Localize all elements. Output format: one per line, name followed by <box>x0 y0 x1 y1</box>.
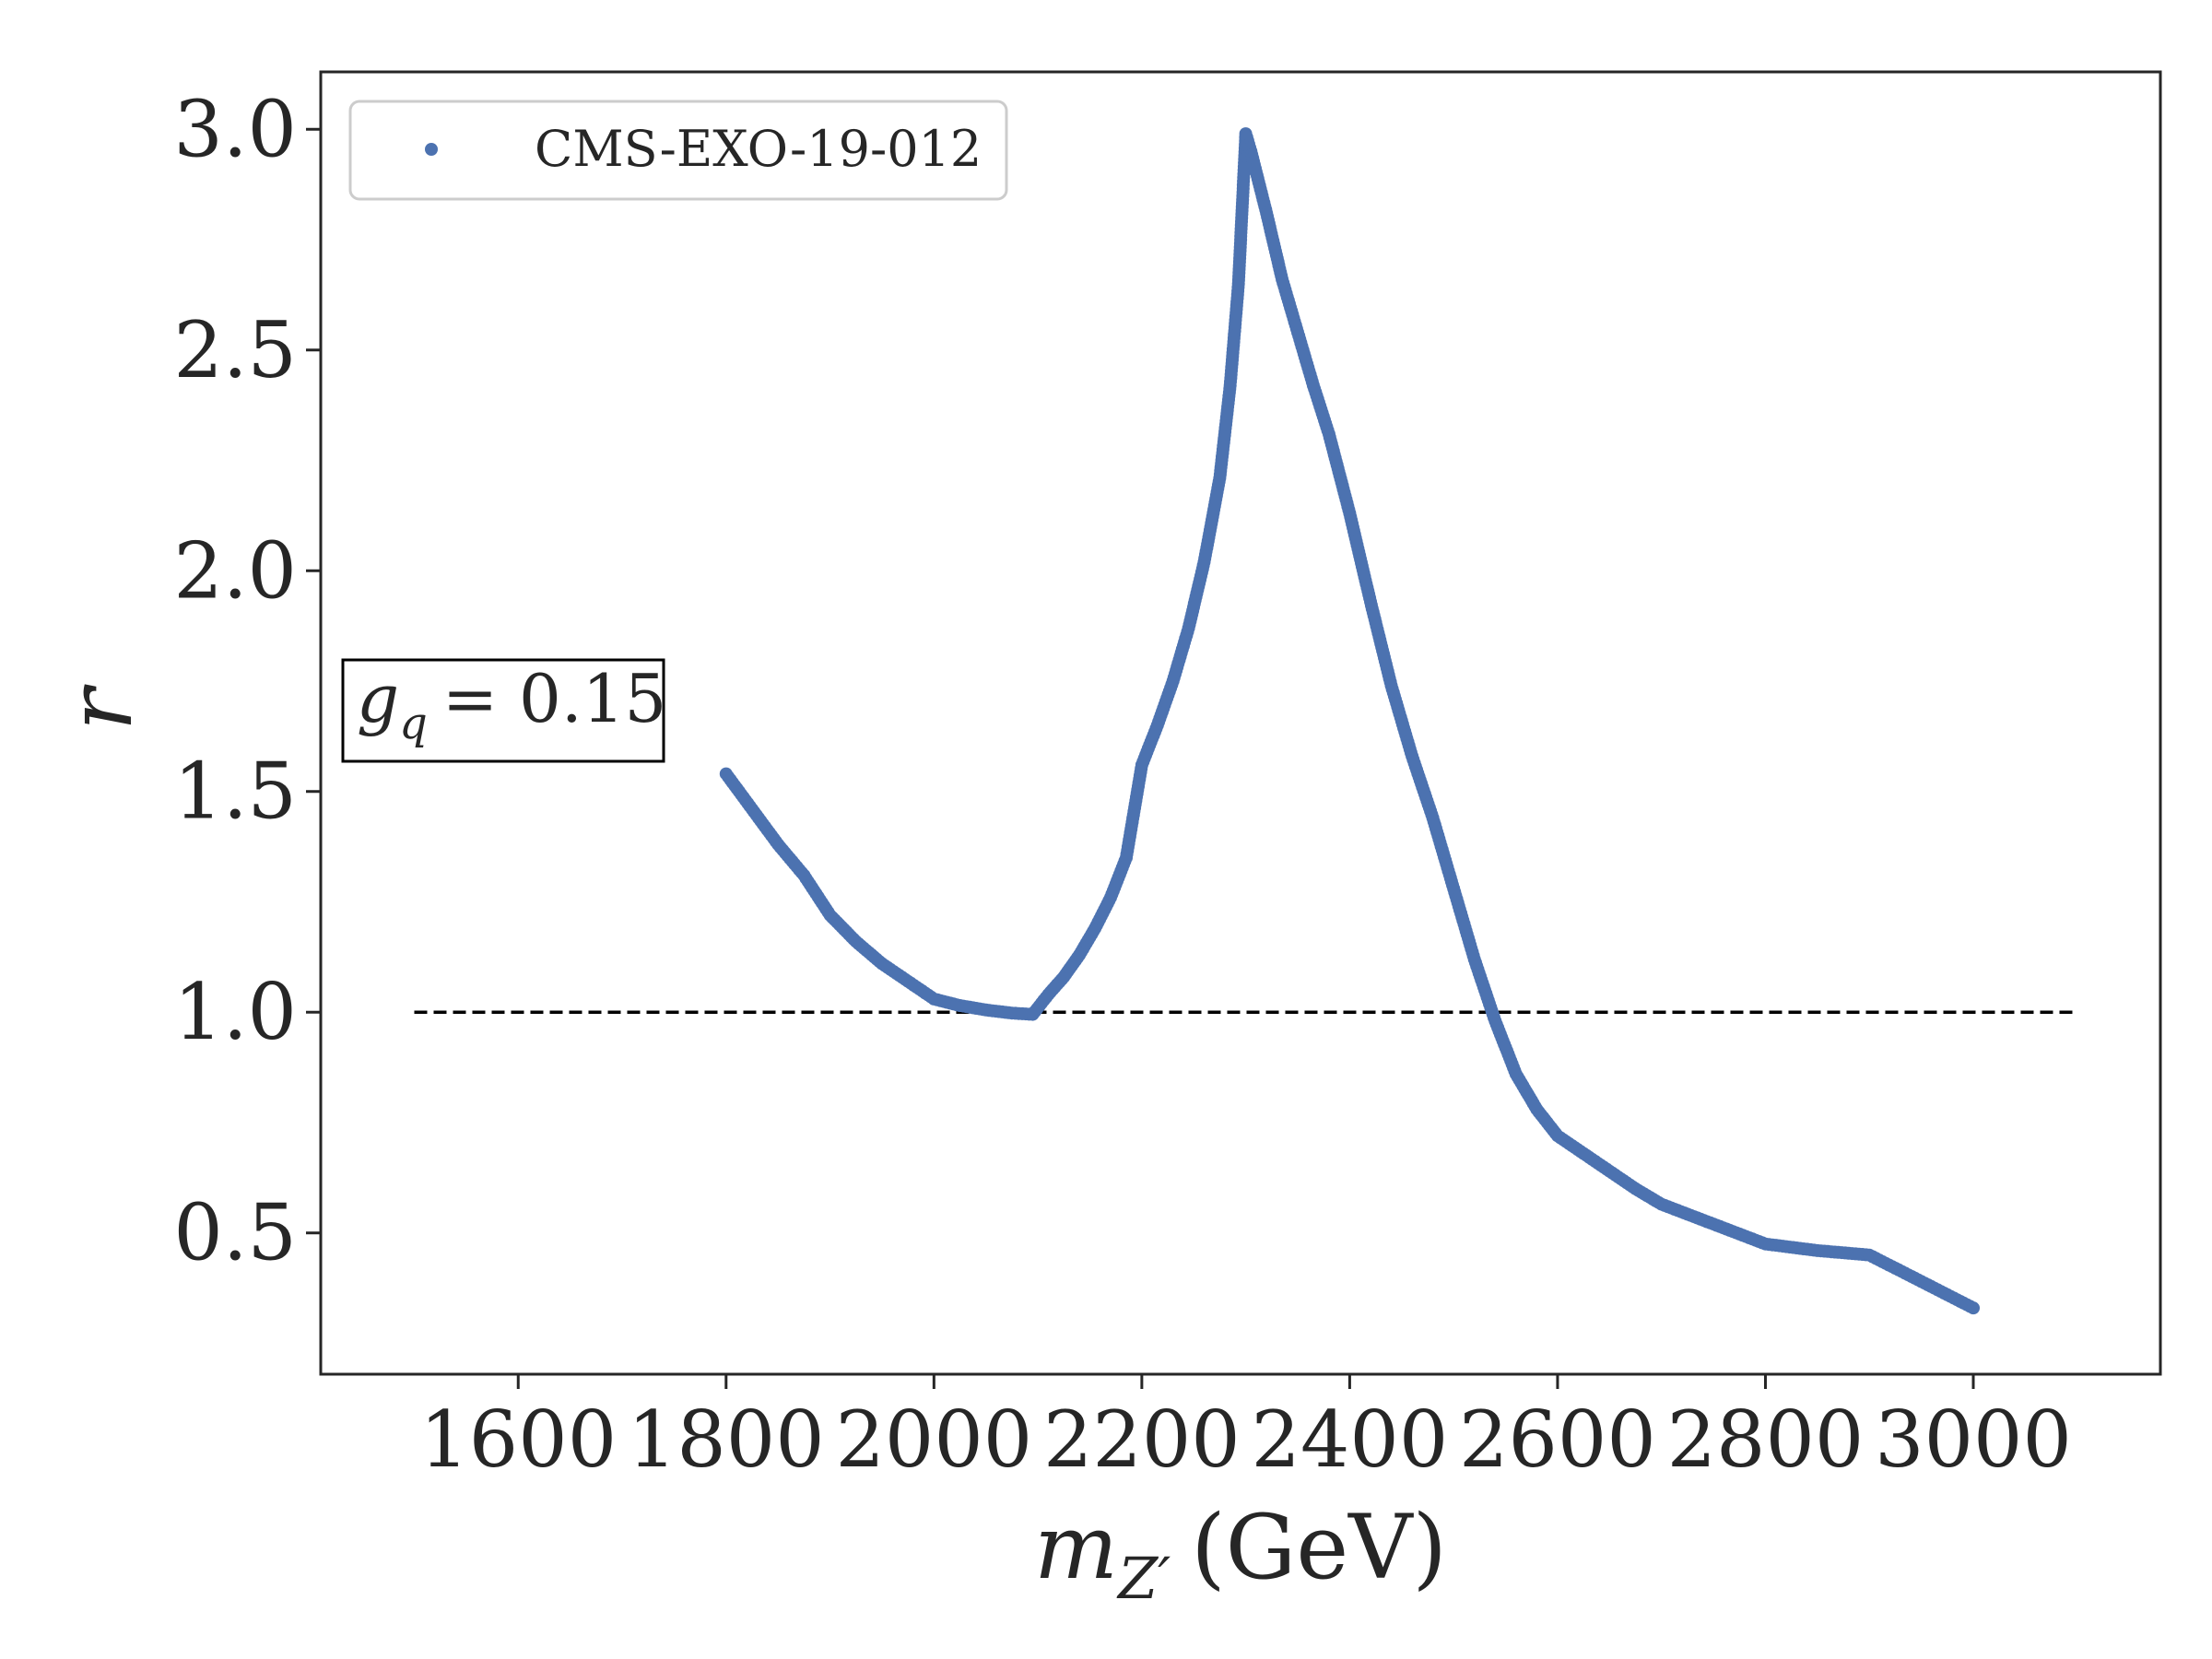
y-tick-label: 1.5 <box>173 747 297 837</box>
annotation-var: g <box>357 660 399 737</box>
y-axis-label: r <box>49 684 152 731</box>
x-tick-label: 2600 <box>1459 1394 1656 1485</box>
plot-frame <box>319 70 2162 1376</box>
legend: CMS-EXO-19-012 <box>348 100 1008 201</box>
x-tick-label: 1600 <box>419 1394 617 1485</box>
x-tick-label: 1800 <box>628 1394 825 1485</box>
x-axis-label-unit: (GeV) <box>1191 1496 1447 1599</box>
x-tick-label: 2400 <box>1252 1394 1449 1485</box>
data-point <box>1967 1301 1981 1315</box>
x-tick-label: 2800 <box>1667 1394 1865 1485</box>
annotation-box <box>341 658 665 763</box>
y-tick-label: 1.0 <box>173 967 297 1057</box>
annotation-value: = 0.15 <box>442 660 667 737</box>
annotation-text: gq = 0.15 <box>357 660 666 749</box>
x-tick-label: 3000 <box>1875 1394 2072 1485</box>
x-axis-label: mZ′ (GeV) <box>1034 1496 1447 1612</box>
x-tick-label: 2000 <box>835 1394 1032 1485</box>
legend-marker <box>425 143 438 156</box>
y-ticks: 0.5 1.0 1.5 2.0 2.5 3.0 <box>173 84 321 1278</box>
legend-box <box>348 100 1008 201</box>
legend-label: CMS-EXO-19-012 <box>535 120 982 178</box>
annotation-sub: q <box>399 698 428 749</box>
annotation: gq = 0.15 <box>341 658 666 763</box>
y-tick-label: 0.5 <box>173 1188 297 1278</box>
series-0 <box>719 127 1981 1315</box>
x-axis-label-var: m <box>1034 1496 1118 1599</box>
x-tick-label: 2200 <box>1043 1394 1241 1485</box>
x-axis-label-sub: Z′ <box>1116 1545 1171 1612</box>
y-tick-label: 3.0 <box>173 84 297 174</box>
x-ticks: 1600 1800 2000 2200 2400 2600 2800 3000 <box>419 1374 2072 1485</box>
y-tick-label: 2.5 <box>173 305 297 395</box>
y-tick-label: 2.0 <box>173 525 297 616</box>
series-group <box>719 127 1981 1315</box>
